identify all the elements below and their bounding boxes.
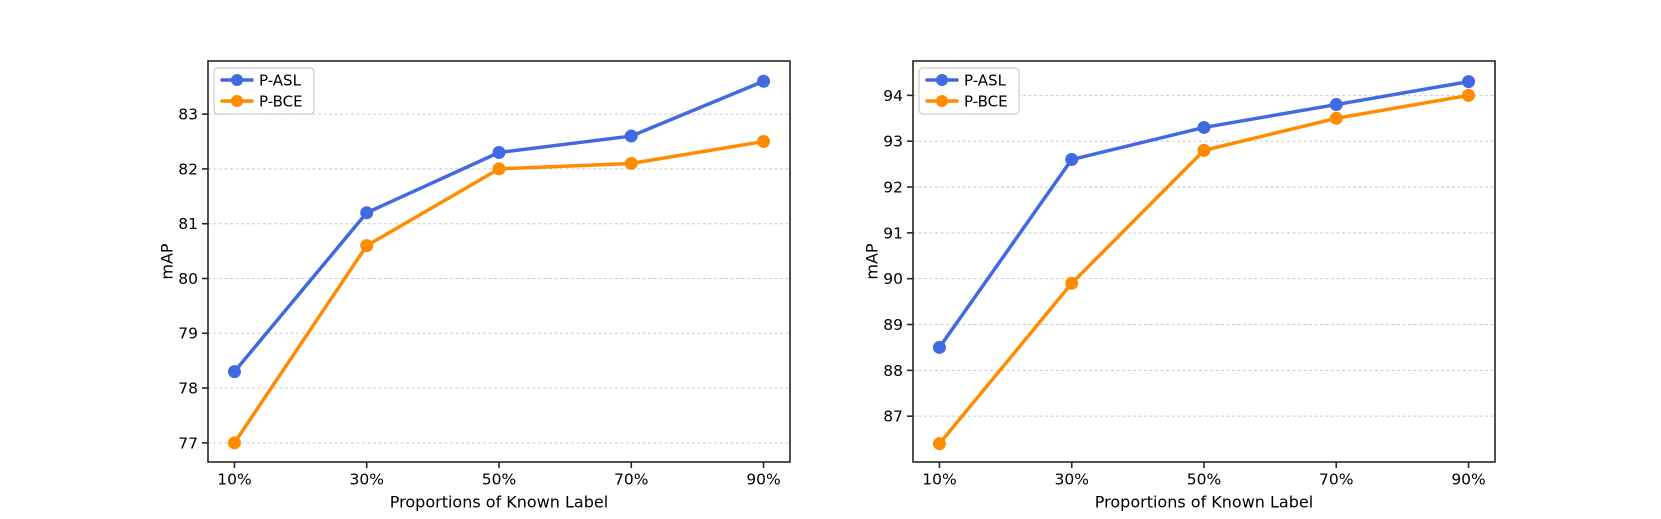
- x-tick-label: 70%: [1319, 470, 1353, 488]
- x-tick-label: 30%: [350, 470, 384, 488]
- data-point-p-asl-10%: [227, 365, 241, 379]
- y-tick-label: 92: [883, 178, 903, 196]
- y-tick-label: 82: [178, 160, 198, 178]
- x-axis-label: Proportions of Known Label: [1095, 493, 1313, 512]
- y-axis-label: mAP: [158, 243, 177, 280]
- legend-label-p-asl: P-ASL: [259, 71, 302, 89]
- data-point-p-bce-30%: [360, 239, 374, 253]
- y-tick-label: 81: [178, 215, 198, 233]
- y-tick-label: 78: [178, 379, 198, 397]
- legend-swatch-marker-p-bce: [936, 95, 948, 107]
- y-tick-label: 77: [178, 434, 198, 452]
- y-tick-label: 80: [178, 270, 198, 288]
- data-point-p-asl-50%: [1197, 120, 1211, 134]
- data-point-p-asl-70%: [624, 129, 638, 143]
- x-tick-label: 10%: [217, 470, 251, 488]
- x-tick-label: 50%: [482, 470, 516, 488]
- y-tick-label: 83: [178, 106, 198, 124]
- series-line-p-asl: [232, 79, 766, 374]
- x-tick-label: 90%: [746, 470, 780, 488]
- series-line-p-bce: [232, 139, 766, 445]
- data-point-p-asl-50%: [492, 145, 506, 159]
- y-tick-label: 87: [883, 408, 903, 426]
- plot-border: [207, 60, 791, 463]
- data-point-p-asl-10%: [932, 340, 946, 354]
- legend-label-p-asl: P-ASL: [964, 71, 1007, 89]
- data-point-p-asl-90%: [1462, 75, 1476, 89]
- data-point-p-bce-90%: [757, 135, 771, 149]
- data-point-p-asl-70%: [1329, 98, 1343, 112]
- x-tick-label: 50%: [1187, 470, 1221, 488]
- chart-panel-left: 77 78 79 80 81 82 83 10% 30% 50% 70% 90% Proportions…: [150, 30, 810, 519]
- y-tick-label: 94: [883, 87, 903, 105]
- legend-swatch-marker-p-bce: [231, 95, 243, 107]
- legend-label-p-bce: P-BCE: [259, 92, 303, 110]
- data-point-p-bce-10%: [227, 436, 241, 450]
- x-tick-label: 90%: [1451, 470, 1485, 488]
- y-tick-label: 90: [883, 270, 903, 288]
- data-point-p-asl-30%: [1065, 153, 1079, 167]
- y-tick-label: 91: [883, 224, 903, 242]
- legend-swatch-marker-p-asl: [231, 74, 243, 86]
- x-tick-label: 10%: [922, 470, 956, 488]
- x-tick-label: 70%: [614, 470, 648, 488]
- y-tick-label: 88: [883, 362, 903, 380]
- data-point-p-bce-30%: [1065, 276, 1079, 290]
- legend-label-p-bce: P-BCE: [964, 92, 1008, 110]
- data-point-p-bce-50%: [492, 162, 506, 176]
- legend-swatch-marker-p-asl: [936, 74, 948, 86]
- right-chart: 87 88 89 90 91 92 93 94 10% 30% 50% 70% 90% Proportio…: [863, 60, 1496, 512]
- y-axis-label: mAP: [863, 243, 882, 280]
- y-tick-label: 79: [178, 325, 198, 343]
- x-tick-label: 30%: [1055, 470, 1089, 488]
- left-chart: 77 78 79 80 81 82 83 10% 30% 50% 70% 90% Proportions…: [158, 60, 791, 512]
- chart-panel-right: 87 88 89 90 91 92 93 94 10% 30% 50% 70% 90% Proportio…: [855, 30, 1515, 519]
- data-point-p-bce-50%: [1197, 143, 1211, 157]
- y-tick-label: 89: [883, 316, 903, 334]
- data-point-p-asl-30%: [360, 206, 374, 220]
- data-point-p-bce-70%: [624, 156, 638, 170]
- y-tick-label: 93: [883, 133, 903, 151]
- data-point-p-bce-70%: [1329, 111, 1343, 125]
- data-point-p-asl-90%: [757, 74, 771, 88]
- data-point-p-bce-90%: [1462, 88, 1476, 102]
- x-axis-label: Proportions of Known Label: [390, 493, 608, 512]
- data-point-p-bce-10%: [932, 437, 946, 451]
